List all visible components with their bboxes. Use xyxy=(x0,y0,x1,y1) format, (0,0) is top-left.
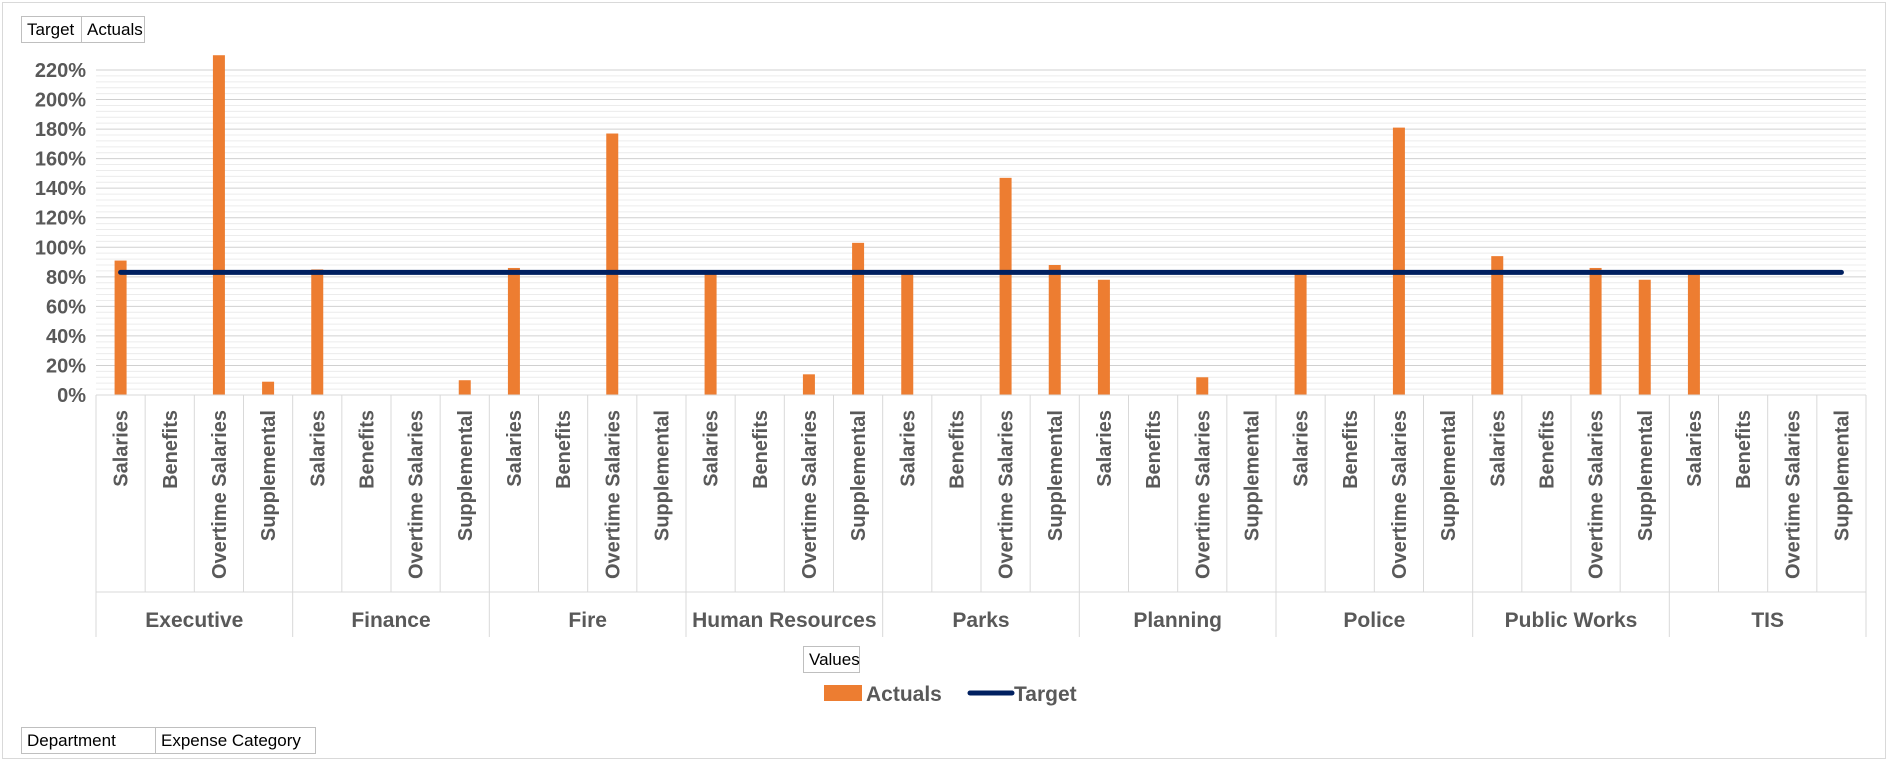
department-tick-label: Finance xyxy=(351,609,430,632)
category-tick-label: Overtime Salaries xyxy=(1389,410,1411,579)
category-tick-label: Benefits xyxy=(750,410,772,489)
y-tick-label: 20% xyxy=(46,355,86,377)
actuals-bar xyxy=(852,242,865,395)
actuals-bar xyxy=(1097,279,1110,395)
y-tick-label: 160% xyxy=(35,149,86,171)
actuals-bar xyxy=(507,267,520,395)
category-tick-label: Overtime Salaries xyxy=(1782,410,1804,579)
actuals-bar xyxy=(1196,377,1209,395)
department-tick-label: Police xyxy=(1343,609,1405,632)
actuals-bar xyxy=(901,270,914,395)
x-axis: Salaries Benefits Overtime Salaries Supplem… xyxy=(95,394,1867,637)
y-tick-label: 80% xyxy=(46,267,86,289)
category-tick-label: Salaries xyxy=(1291,410,1313,487)
category-tick-label: Overtime Salaries xyxy=(209,410,231,579)
category-tick-label: Benefits xyxy=(1536,410,1558,489)
category-tick-label: Supplemental xyxy=(651,410,673,541)
category-tick-label: Overtime Salaries xyxy=(1586,410,1608,579)
category-tick-label: Overtime Salaries xyxy=(799,410,821,579)
category-tick-label: Benefits xyxy=(553,410,575,489)
legend-actuals-label: Actuals xyxy=(866,683,942,706)
actuals-bar xyxy=(606,133,619,396)
actuals-bar xyxy=(1392,127,1405,395)
values-field-button[interactable]: Values xyxy=(803,646,860,673)
actuals-bar xyxy=(999,177,1012,395)
category-tick-label: Benefits xyxy=(1733,410,1755,489)
actuals-bar xyxy=(1294,270,1307,395)
category-tick-label: Salaries xyxy=(701,410,723,487)
actuals-bar xyxy=(1687,270,1700,395)
department-tick-label: Fire xyxy=(568,609,607,632)
category-tick-label: Salaries xyxy=(111,410,133,487)
actuals-bar xyxy=(1048,265,1061,395)
filter-button-actuals[interactable]: Actuals xyxy=(81,16,145,43)
legend-target-label: Target xyxy=(1014,683,1077,706)
axis-field-button-expense-category[interactable]: Expense Category xyxy=(155,727,316,754)
category-tick-label: Supplemental xyxy=(848,410,870,541)
category-tick-label: Overtime Salaries xyxy=(1192,410,1214,579)
actuals-bar xyxy=(212,55,225,396)
actuals-bars xyxy=(114,55,1700,396)
actuals-bar xyxy=(1638,279,1651,395)
actuals-bar xyxy=(114,260,127,395)
category-tick-label: Benefits xyxy=(356,410,378,489)
category-tick-label: Supplemental xyxy=(1831,410,1853,541)
category-tick-label: Salaries xyxy=(504,410,526,487)
actuals-bar xyxy=(458,380,471,395)
category-tick-label: Supplemental xyxy=(1635,410,1657,541)
category-tick-label: Supplemental xyxy=(258,410,280,541)
legend: Actuals Target xyxy=(824,683,1077,706)
category-tick-label: Supplemental xyxy=(455,410,477,541)
category-tick-label: Benefits xyxy=(1143,410,1165,489)
y-tick-label: 220% xyxy=(35,60,86,82)
y-tick-label: 180% xyxy=(35,119,86,141)
y-axis: 0% 20% 40% 60% 80% 100% 120% 140% 160% 180% 200% 22… xyxy=(35,60,86,407)
category-tick-label: Benefits xyxy=(160,410,182,489)
category-tick-label: Supplemental xyxy=(1045,410,1067,541)
filter-button-target[interactable]: Target xyxy=(21,16,82,43)
y-tick-label: 120% xyxy=(35,208,86,230)
axis-field-button-department[interactable]: Department xyxy=(21,727,156,754)
department-tick-label: Parks xyxy=(952,609,1009,632)
department-tick-label: Human Resources xyxy=(692,609,876,632)
department-tick-label: Executive xyxy=(145,609,243,632)
legend-actuals-swatch xyxy=(824,685,862,701)
category-tick-label: Salaries xyxy=(1487,410,1509,487)
category-tick-label: Benefits xyxy=(1340,410,1362,489)
actuals-bar xyxy=(1589,267,1602,395)
y-tick-label: 60% xyxy=(46,296,86,318)
actuals-bar xyxy=(1491,256,1504,395)
category-tick-label: Supplemental xyxy=(1241,410,1263,541)
department-tick-label: Planning xyxy=(1133,609,1222,632)
actuals-bar xyxy=(262,381,275,395)
category-tick-label: Supplemental xyxy=(1438,410,1460,541)
department-tick-label: TIS xyxy=(1751,609,1784,632)
actuals-bar xyxy=(802,374,815,395)
category-tick-label: Salaries xyxy=(897,410,919,487)
y-tick-label: 140% xyxy=(35,178,86,200)
actuals-bar xyxy=(704,270,717,395)
y-tick-label: 200% xyxy=(35,90,86,112)
category-tick-label: Benefits xyxy=(946,410,968,489)
y-tick-label: 100% xyxy=(35,237,86,259)
y-tick-label: 40% xyxy=(46,326,86,348)
actuals-bar xyxy=(311,269,324,395)
category-tick-label: Salaries xyxy=(1094,410,1116,487)
category-tick-label: Salaries xyxy=(1684,410,1706,487)
category-tick-label: Overtime Salaries xyxy=(602,410,624,579)
category-tick-label: Overtime Salaries xyxy=(996,410,1018,579)
department-tick-label: Public Works xyxy=(1505,609,1638,632)
y-tick-label: 0% xyxy=(57,385,86,407)
category-tick-label: Overtime Salaries xyxy=(406,410,428,579)
category-tick-label: Salaries xyxy=(307,410,329,487)
